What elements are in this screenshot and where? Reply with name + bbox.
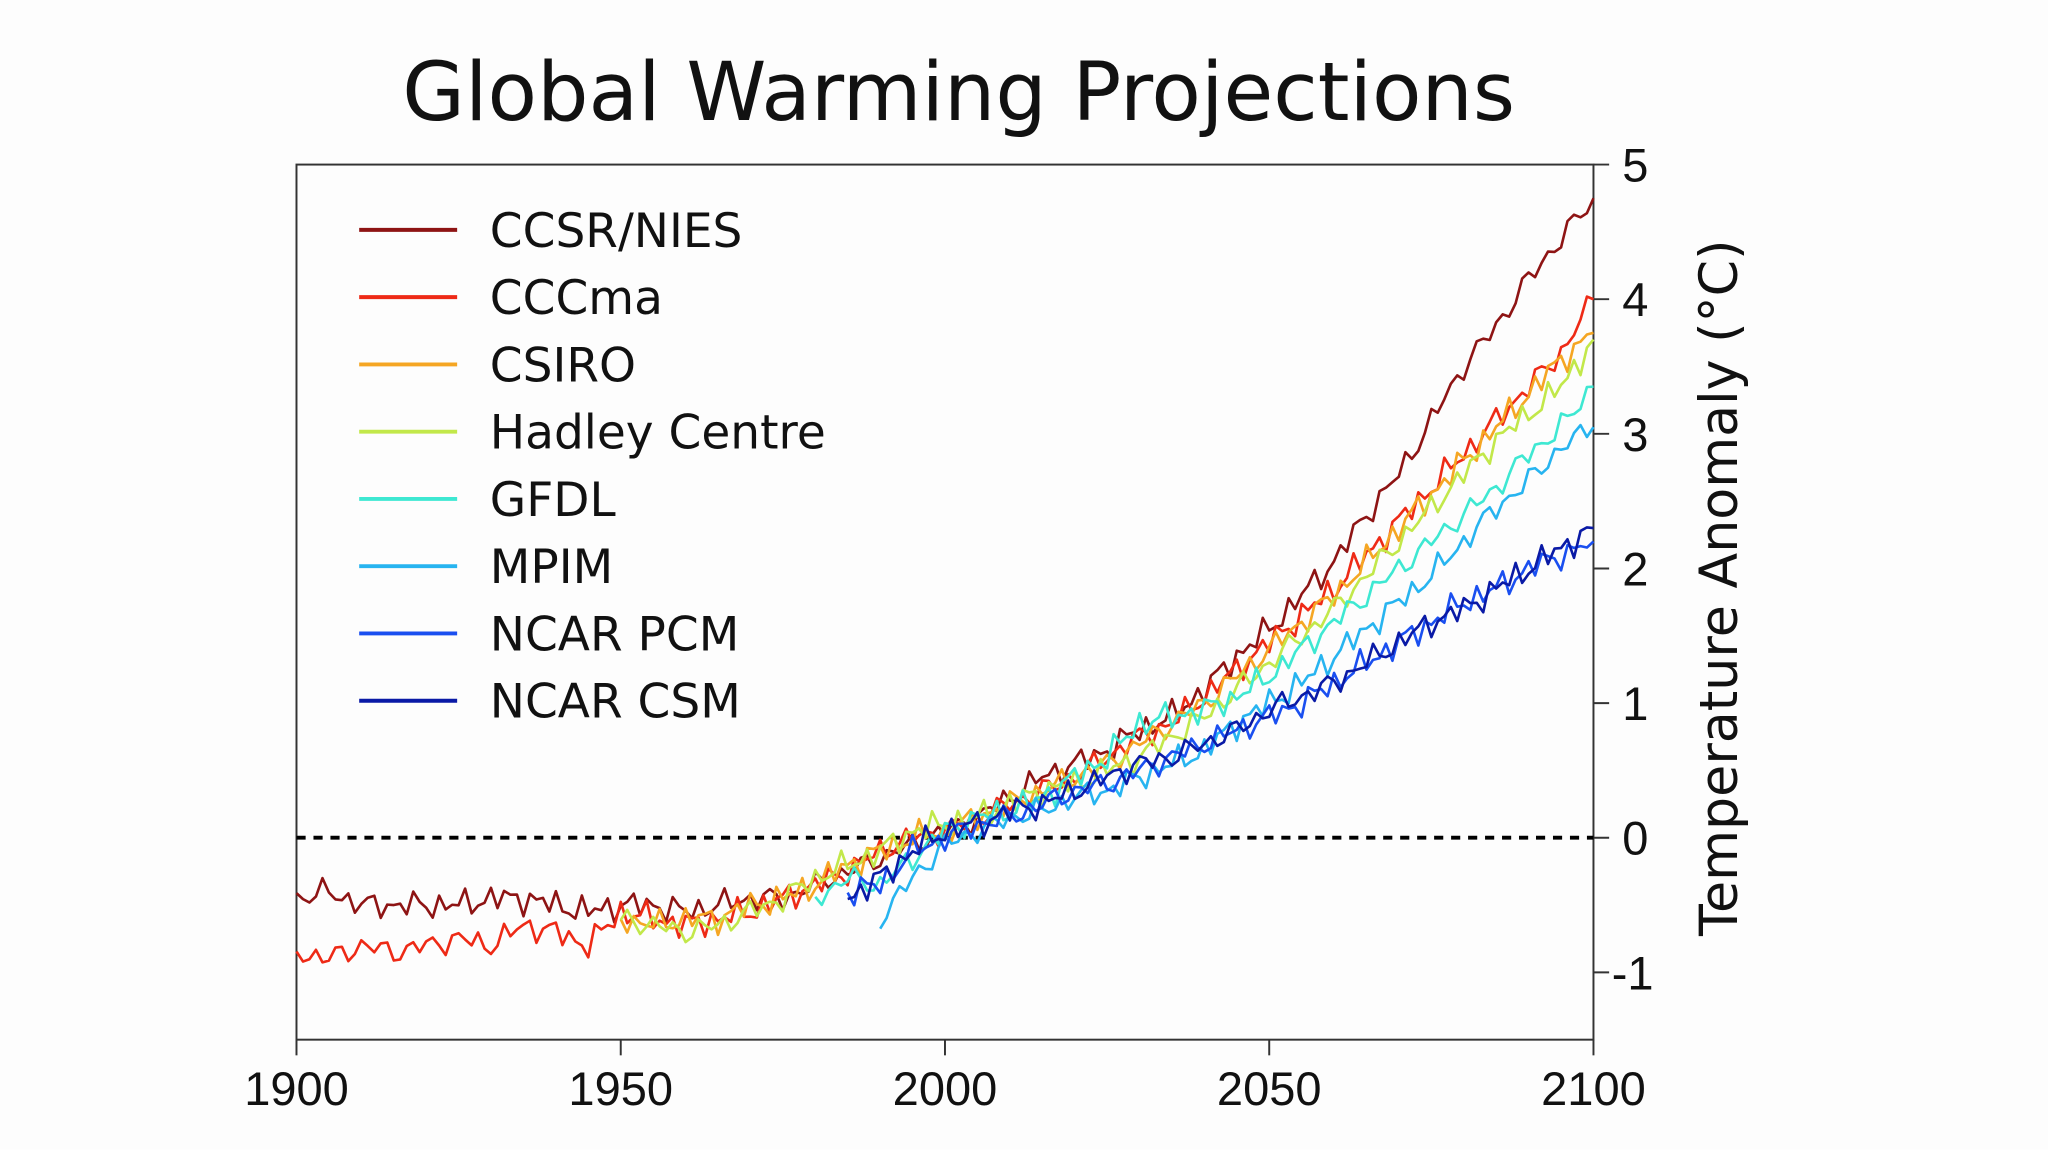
y-tick-label: 3 [1622, 408, 1648, 461]
legend-label: MPIM [490, 540, 613, 595]
legend-label: CCSR/NIES [490, 204, 743, 259]
legend-label: GFDL [490, 473, 616, 528]
legend: CCSR/NIES CCCma CSIRO Hadley Centre GFDL MPIM… [359, 204, 826, 730]
series-line-cccma [295, 295, 1594, 964]
legend-label: Hadley Centre [490, 406, 826, 461]
chart-title: Global Warming Projections [402, 46, 1515, 140]
series-line-ncar-pcm [846, 540, 1595, 907]
y-tick-label: 1 [1622, 677, 1648, 730]
series-line-csiro [619, 331, 1594, 937]
legend-label: NCAR CSM [490, 675, 741, 730]
y-axis: 5 4 3 2 1 0 -1 [1593, 139, 1654, 999]
x-tick-label: 2050 [1217, 1062, 1322, 1115]
y-tick-label: 4 [1622, 273, 1648, 326]
legend-label: CCCma [490, 271, 663, 326]
series-lines [295, 197, 1595, 964]
x-axis: 1900 1950 2000 2050 2100 [244, 1039, 1646, 1115]
series-line-gfdl [814, 385, 1594, 907]
x-tick-label: 1900 [244, 1062, 349, 1115]
y-tick-label: 0 [1622, 812, 1648, 865]
x-tick-label: 1950 [568, 1062, 673, 1115]
legend-label: NCAR PCM [490, 607, 740, 662]
y-tick-label: -1 [1612, 946, 1654, 999]
y-tick-label: 5 [1622, 139, 1648, 192]
y-axis-label: Temperature Anomaly (°C) [1690, 239, 1750, 937]
series-line-ncar-csm [847, 526, 1594, 902]
y-tick-label: 2 [1622, 542, 1648, 595]
x-tick-label: 2100 [1541, 1062, 1646, 1115]
legend-label: CSIRO [490, 338, 636, 393]
x-tick-label: 2000 [893, 1062, 998, 1115]
